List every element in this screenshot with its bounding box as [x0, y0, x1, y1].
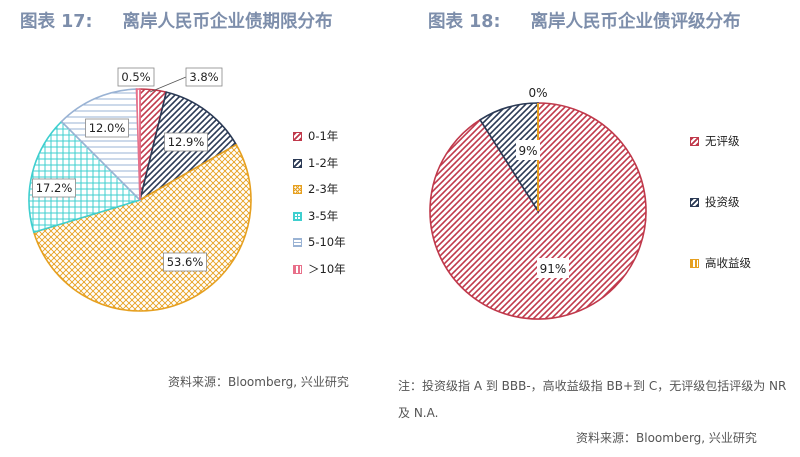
- maturity-legend-item-1: 1-2年: [293, 155, 338, 171]
- svg-text:12.9%: 12.9%: [168, 135, 205, 149]
- maturity-legend-label-1: 1-2年: [308, 155, 339, 170]
- rating-pie: 91% 9% 0%: [429, 86, 647, 320]
- maturity-legend-item-0: 0-1年: [293, 128, 338, 144]
- maturity-legend-label-4: 5-10年: [308, 235, 346, 249]
- figure-18-note: 注：投资级指 A 到 BBB-，高收益级指 BB+到 C，无评级包括评级为 NR…: [398, 379, 787, 420]
- figure-17-source: 资料来源：Bloomberg, 兴业研究: [168, 375, 349, 389]
- rating-legend-item-0: 无评级: [690, 133, 740, 149]
- rating-legend-label-1: 投资级: [705, 195, 740, 209]
- maturity-legend-label-3: 3-5年: [308, 208, 339, 223]
- svg-text:53.6%: 53.6%: [167, 255, 204, 269]
- maturity-legend-item-3: 3-5年: [293, 208, 338, 224]
- maturity-legend-label-2: 2-3年: [308, 182, 339, 196]
- maturity-legend-item-2: 2-3年: [293, 181, 338, 197]
- rating-data-label-0: 91%: [537, 258, 569, 278]
- rating-legend-swatch-2: [690, 259, 699, 268]
- figure-18-number: 图表 18:: [428, 12, 501, 32]
- maturity-slice-3: [28, 120, 142, 234]
- maturity-slice-5: [135, 88, 141, 201]
- svg-text:0.5%: 0.5%: [121, 70, 150, 84]
- maturity-data-label-1: 12.9%: [164, 132, 208, 152]
- maturity-data-label-3: 17.2%: [32, 178, 76, 198]
- rating-legend-swatch-0: [690, 137, 699, 146]
- svg-text:12.0%: 12.0%: [89, 121, 126, 135]
- rating-legend-item-2: 高收益级: [690, 255, 751, 271]
- maturity-legend-swatch-0: [293, 132, 302, 141]
- svg-text:3.8%: 3.8%: [189, 70, 218, 84]
- figure-18-title: 图表 18: 离岸人民币企业债评级分布: [428, 8, 740, 36]
- svg-text:91%: 91%: [540, 262, 567, 276]
- figure-18-source: 资料来源：Bloomberg, 兴业研究: [576, 431, 757, 445]
- leader-line: [149, 76, 187, 93]
- rating-data-label-2: 0%: [528, 86, 547, 100]
- svg-text:17.2%: 17.2%: [36, 181, 73, 195]
- maturity-slice-4: [60, 88, 141, 202]
- maturity-legend-swatch-3: [293, 211, 302, 221]
- rating-legend-item-1: 投资级: [690, 194, 740, 210]
- figure-17-caption: 离岸人民币企业债期限分布: [122, 12, 333, 32]
- rating-legend: 无评级投资级高收益级: [690, 133, 790, 273]
- maturity-legend: 0-1年 1-2年 2-3年 3-5年 5-10年 ＞10年: [293, 128, 383, 288]
- rating-legend-swatch-1: [690, 198, 699, 207]
- svg-text:0%: 0%: [528, 86, 547, 100]
- svg-text:9%: 9%: [518, 144, 537, 158]
- maturity-data-label-5: 0.5%: [117, 67, 155, 87]
- maturity-data-label-0: 3.8%: [185, 67, 223, 87]
- figure-17-title: 图表 17: 离岸人民币企业债期限分布: [20, 8, 332, 36]
- charts-canvas: 3.8% 12.9% 53.6% 17.2% 12.0% 0.5% 91% 9% 0%: [28, 67, 647, 320]
- rating-legend-label-2: 高收益级: [705, 256, 751, 270]
- maturity-legend-item-4: 5-10年: [293, 234, 346, 250]
- maturity-legend-swatch-1: [293, 158, 302, 168]
- figure-18-caption: 离岸人民币企业债评级分布: [530, 12, 741, 32]
- maturity-legend-swatch-2: [293, 185, 302, 194]
- rating-legend-label-0: 无评级: [705, 134, 740, 148]
- maturity-legend-swatch-4: [293, 238, 302, 247]
- maturity-data-label-4: 12.0%: [85, 118, 129, 138]
- maturity-pie: 3.8% 12.9% 53.6% 17.2% 12.0% 0.5%: [28, 67, 252, 312]
- figure-17-number: 图表 17:: [20, 12, 93, 32]
- maturity-legend-swatch-5: [293, 264, 302, 274]
- maturity-data-label-2: 53.6%: [163, 252, 207, 272]
- rating-data-label-1: 9%: [516, 140, 540, 160]
- maturity-legend-item-5: ＞10年: [293, 261, 346, 277]
- maturity-legend-label-0: 0-1年: [308, 129, 339, 143]
- maturity-legend-label-5: ＞10年: [308, 261, 346, 276]
